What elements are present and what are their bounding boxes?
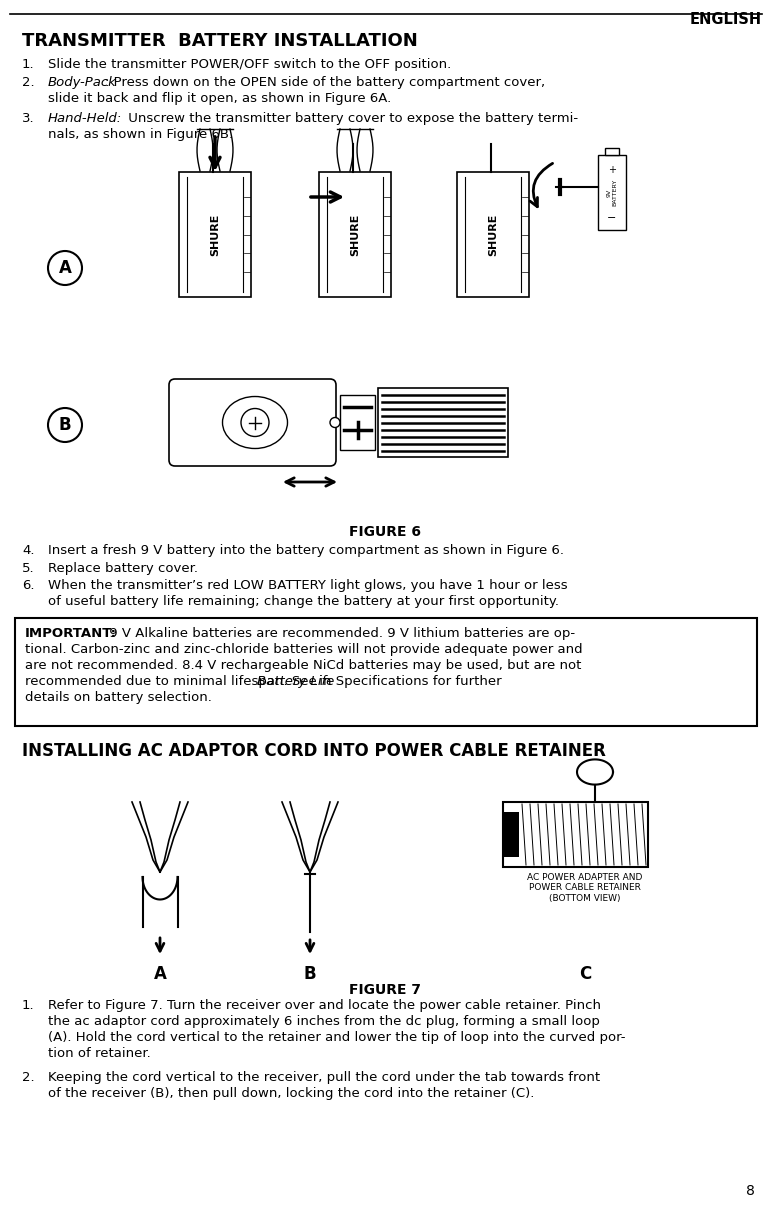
Text: AC POWER ADAPTER AND
POWER CABLE RETAINER
(BOTTOM VIEW): AC POWER ADAPTER AND POWER CABLE RETAINE…: [527, 872, 643, 903]
Text: INSTALLING AC ADAPTOR CORD INTO POWER CABLE RETAINER: INSTALLING AC ADAPTOR CORD INTO POWER CA…: [22, 742, 606, 760]
Text: 9 V Alkaline batteries are recommended. 9 V lithium batteries are op-: 9 V Alkaline batteries are recommended. …: [105, 627, 575, 640]
Text: 2.: 2.: [22, 1071, 35, 1084]
Text: recommended due to minimal lifespan. See: recommended due to minimal lifespan. See: [25, 675, 321, 688]
Text: FIGURE 6: FIGURE 6: [349, 525, 421, 538]
Text: When the transmitter’s red LOW BATTERY light glows, you have 1 hour or less: When the transmitter’s red LOW BATTERY l…: [48, 580, 567, 592]
Text: 3.: 3.: [22, 113, 35, 125]
Text: 5.: 5.: [22, 561, 35, 575]
Text: A: A: [59, 259, 72, 277]
FancyBboxPatch shape: [319, 172, 391, 296]
Text: nals, as shown in Figure 6B.: nals, as shown in Figure 6B.: [48, 128, 233, 142]
Text: Battery Life: Battery Life: [257, 675, 334, 688]
Text: (A). Hold the cord vertical to the retainer and lower the tip of loop into the c: (A). Hold the cord vertical to the retai…: [48, 1031, 625, 1044]
Text: tional. Carbon-zinc and zinc-chloride batteries will not provide adequate power : tional. Carbon-zinc and zinc-chloride ba…: [25, 643, 583, 656]
Text: A: A: [153, 966, 166, 983]
Text: Hand-Held:: Hand-Held:: [48, 113, 122, 125]
Text: B: B: [303, 966, 316, 983]
Text: Insert a fresh 9 V battery into the battery compartment as shown in Figure 6.: Insert a fresh 9 V battery into the batt…: [48, 544, 564, 557]
Text: 1.: 1.: [22, 58, 35, 71]
FancyBboxPatch shape: [457, 172, 529, 296]
FancyBboxPatch shape: [179, 172, 251, 296]
Text: of the receiver (B), then pull down, locking the cord into the retainer (C).: of the receiver (B), then pull down, loc…: [48, 1087, 534, 1100]
Text: −: −: [608, 213, 617, 223]
Bar: [605, 148, 619, 155]
Text: : Press down on the OPEN side of the battery compartment cover,: : Press down on the OPEN side of the bat…: [105, 76, 545, 90]
FancyBboxPatch shape: [15, 618, 757, 726]
Circle shape: [48, 408, 82, 442]
FancyBboxPatch shape: [169, 379, 336, 466]
FancyBboxPatch shape: [378, 388, 508, 457]
Text: IMPORTANT:: IMPORTANT:: [25, 627, 117, 640]
Text: tion of retainer.: tion of retainer.: [48, 1047, 151, 1060]
Text: Refer to Figure 7. Turn the receiver over and locate the power cable retainer. P: Refer to Figure 7. Turn the receiver ove…: [48, 999, 601, 1012]
Text: SHURE: SHURE: [210, 213, 220, 255]
Text: Unscrew the transmitter battery cover to expose the battery termi-: Unscrew the transmitter battery cover to…: [124, 113, 578, 125]
Text: C: C: [579, 966, 591, 983]
Text: SHURE: SHURE: [350, 213, 360, 255]
Circle shape: [48, 250, 82, 286]
Bar: [598, 155, 626, 230]
Text: in Specifications for further: in Specifications for further: [315, 675, 501, 688]
Circle shape: [330, 417, 340, 427]
Text: details on battery selection.: details on battery selection.: [25, 691, 212, 704]
Text: 9V
BATTERY: 9V BATTERY: [607, 179, 618, 206]
Text: 4.: 4.: [22, 544, 35, 557]
Text: B: B: [59, 416, 72, 434]
Text: 2.: 2.: [22, 76, 35, 90]
Circle shape: [241, 409, 269, 437]
Text: Body-Pack: Body-Pack: [48, 76, 117, 90]
Text: 1.: 1.: [22, 999, 35, 1012]
Text: of useful battery life remaining; change the battery at your first opportunity.: of useful battery life remaining; change…: [48, 595, 559, 607]
Text: 8: 8: [746, 1185, 755, 1198]
Text: the ac adaptor cord approximately 6 inches from the dc plug, forming a small loo: the ac adaptor cord approximately 6 inch…: [48, 1015, 600, 1028]
Text: SHURE: SHURE: [488, 213, 498, 255]
Text: FIGURE 7: FIGURE 7: [349, 983, 421, 997]
Text: +: +: [608, 165, 616, 175]
Text: ENGLISH: ENGLISH: [690, 12, 762, 27]
Text: TRANSMITTER  BATTERY INSTALLATION: TRANSMITTER BATTERY INSTALLATION: [22, 31, 418, 50]
Text: 6.: 6.: [22, 580, 35, 592]
Text: Slide the transmitter POWER/OFF switch to the OFF position.: Slide the transmitter POWER/OFF switch t…: [48, 58, 451, 71]
Ellipse shape: [223, 397, 287, 449]
Text: are not recommended. 8.4 V rechargeable NiCd batteries may be used, but are not: are not recommended. 8.4 V rechargeable …: [25, 659, 581, 672]
Text: Keeping the cord vertical to the receiver, pull the cord under the tab towards f: Keeping the cord vertical to the receive…: [48, 1071, 600, 1084]
FancyBboxPatch shape: [503, 802, 648, 868]
Text: slide it back and flip it open, as shown in Figure 6A.: slide it back and flip it open, as shown…: [48, 92, 391, 105]
Bar: [340, 394, 375, 450]
Text: Replace battery cover.: Replace battery cover.: [48, 561, 198, 575]
Bar: [503, 812, 518, 857]
